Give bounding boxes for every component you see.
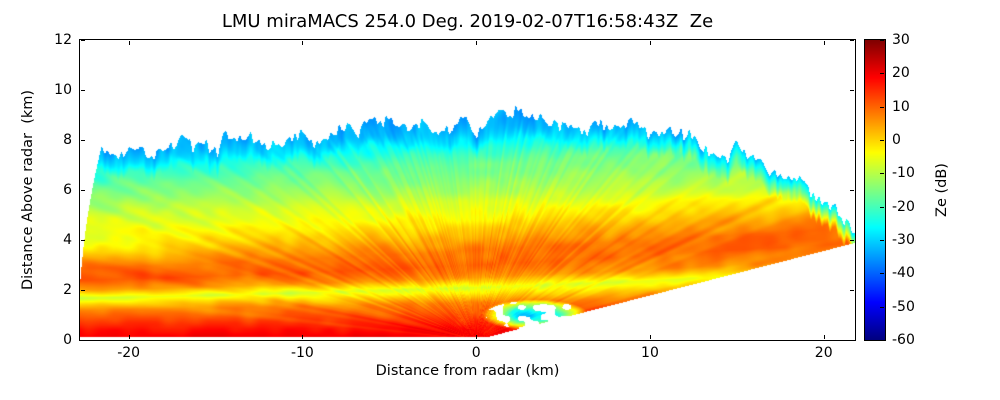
y-tick-label: 6 [63, 182, 72, 198]
colorbar-tick-label: -30 [892, 232, 915, 248]
colorbar-tick-mark [880, 106, 884, 108]
y-tick-mark [81, 340, 85, 341]
colorbar-tick-mark [880, 140, 884, 141]
y-tick-mark-right [850, 40, 854, 41]
colorbar-tick-mark [880, 240, 884, 241]
colorbar-tick-label: 30 [892, 32, 910, 48]
colorbar-tick-label: -60 [892, 332, 915, 348]
colorbar-tick-label: 20 [892, 65, 910, 82]
colorbar-tick-label: -40 [892, 265, 915, 282]
y-tick-mark [81, 90, 85, 91]
x-tick-label: 20 [814, 345, 833, 361]
y-tick-label: 2 [63, 282, 72, 298]
y-tick-mark [81, 40, 85, 41]
y-tick-label: 4 [63, 232, 72, 248]
colorbar-tick-label: -50 [892, 298, 915, 315]
y-tick-mark [81, 190, 85, 191]
x-tick-label: 10 [641, 345, 659, 361]
colorbar-tick-label: 0 [892, 132, 901, 148]
rhi-heatmap-canvas [80, 40, 855, 340]
y-tick-label: 10 [54, 82, 72, 98]
y-tick-mark [81, 140, 85, 141]
y-tick-mark-right [850, 90, 854, 91]
colorbar-tick-label: -20 [892, 198, 915, 215]
x-tick-mark-top [823, 41, 825, 45]
chart-title: LMU miraMACS 254.0 Deg. 2019-02-07T16:58… [221, 11, 714, 32]
y-tick-mark [81, 290, 85, 291]
colorbar-tick-mark [880, 306, 884, 308]
y-tick-mark-right [850, 140, 854, 141]
y-tick-mark-right [850, 190, 854, 191]
colorbar-tick-mark [880, 40, 884, 41]
x-tick-mark-top [476, 41, 478, 45]
colorbar-tick-mark [880, 173, 884, 175]
x-tick-mark [823, 335, 825, 339]
y-tick-label: 8 [63, 132, 72, 148]
colorbar-label: Ze (dB) [934, 163, 950, 217]
colorbar-tick-mark [880, 73, 884, 75]
x-tick-mark-top [302, 41, 304, 45]
colorbar-tick-label: 10 [892, 98, 910, 115]
y-tick-label: 12 [54, 32, 72, 48]
y-tick-mark-right [850, 240, 854, 241]
colorbar-canvas [865, 40, 885, 340]
colorbar-tick-mark [880, 206, 884, 208]
x-tick-mark-top [128, 41, 130, 45]
x-tick-mark-top [649, 41, 651, 45]
x-axis-label: Distance from radar (km) [375, 363, 560, 379]
x-tick-mark [649, 335, 651, 339]
x-tick-mark [476, 335, 478, 339]
x-tick-label: -10 [290, 345, 314, 361]
y-tick-mark-right [850, 290, 854, 291]
y-tick-mark-right [850, 340, 854, 341]
y-tick-mark [81, 240, 85, 241]
x-tick-label: -20 [117, 345, 141, 361]
x-tick-mark [302, 335, 304, 339]
y-tick-label: 0 [63, 332, 72, 348]
colorbar-tick-label: -10 [892, 165, 915, 182]
colorbar-tick-mark [880, 340, 884, 341]
colorbar-tick-mark [880, 273, 884, 275]
x-tick-label: 0 [471, 345, 481, 361]
x-tick-mark [128, 335, 130, 339]
